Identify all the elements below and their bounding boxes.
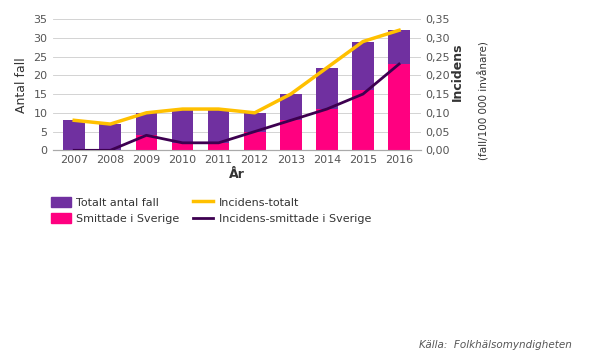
Bar xyxy=(388,30,410,150)
Bar xyxy=(352,90,374,150)
Bar xyxy=(280,94,301,150)
Bar xyxy=(208,109,230,150)
Bar xyxy=(352,41,374,150)
Bar xyxy=(388,64,410,150)
Bar xyxy=(244,113,266,150)
Bar xyxy=(244,132,266,150)
Bar xyxy=(100,124,121,150)
Text: Källa:  Folkhälsomyndigheten: Källa: Folkhälsomyndigheten xyxy=(419,341,572,350)
Text: (fall/100 000 invånare): (fall/100 000 invånare) xyxy=(478,41,489,160)
Bar xyxy=(316,68,337,150)
Bar xyxy=(208,143,230,150)
Bar xyxy=(280,120,301,150)
X-axis label: År: År xyxy=(229,168,245,181)
Bar xyxy=(136,113,157,150)
Bar xyxy=(63,120,85,150)
Bar xyxy=(172,143,194,150)
Bar xyxy=(136,135,157,150)
Text: Incidens: Incidens xyxy=(451,42,464,101)
Y-axis label: Antal fall: Antal fall xyxy=(15,57,28,113)
Bar xyxy=(172,109,194,150)
Bar xyxy=(316,109,337,150)
Legend: Totalt antal fall, Smittade i Sverige, Incidens-totalt, Incidens-smittade i Sver: Totalt antal fall, Smittade i Sverige, I… xyxy=(47,193,375,229)
